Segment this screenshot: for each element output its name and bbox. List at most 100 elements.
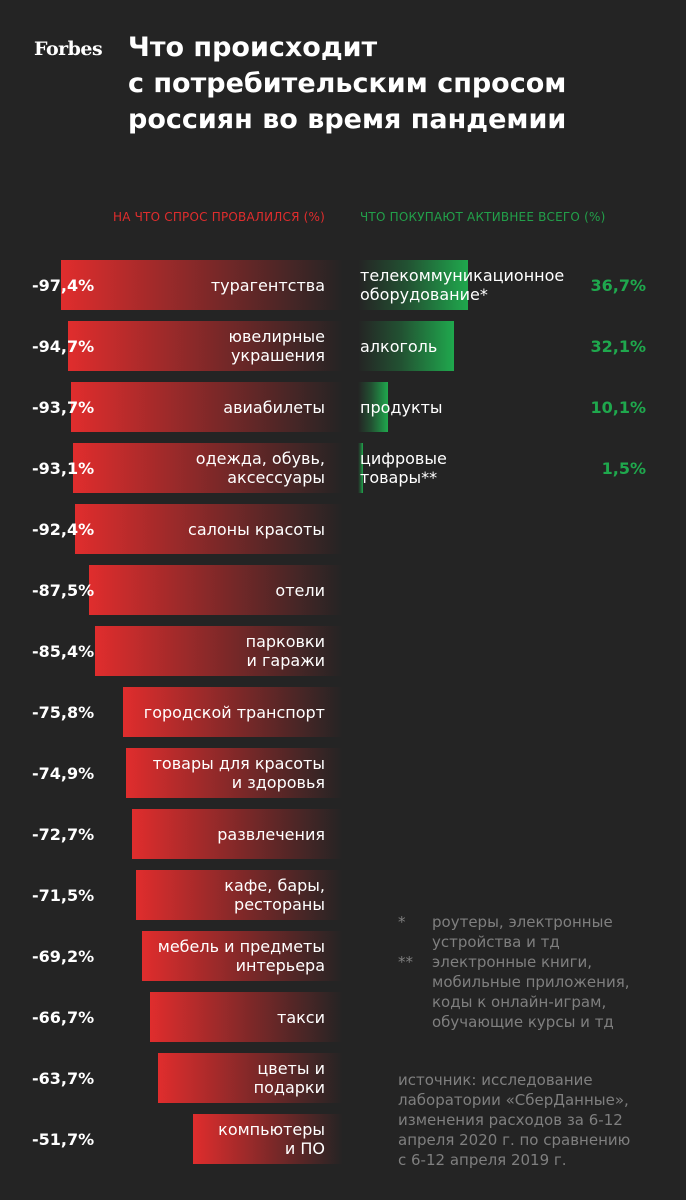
source-line: апреля 2020 г. по сравнению — [398, 1131, 631, 1149]
footnote-line: обучающие курсы и тд — [432, 1013, 614, 1031]
growth-bar — [358, 321, 455, 371]
decline-value-label: -71,5% — [32, 886, 95, 905]
decline-value-label: -51,7% — [32, 1130, 95, 1149]
category-line: и гаражи — [246, 651, 325, 670]
category-line: и ПО — [284, 1139, 325, 1158]
category-line: цветы и — [257, 1059, 325, 1078]
category-line: турагентства — [210, 276, 325, 295]
decline-category-label: цветы и подарки — [75, 1059, 325, 1097]
title-line: Что происходит — [128, 32, 378, 63]
decline-value-label: -94,7% — [32, 337, 95, 356]
decline-category-label: одежда, обувь, аксессуары — [75, 449, 325, 487]
category-line: украшения — [230, 346, 325, 365]
footnote-line: устройства и тд — [432, 933, 560, 951]
growth-value-label: 36,7% — [590, 276, 646, 295]
growth-category-label: алкоголь — [360, 337, 580, 356]
decline-category-label: парковки и гаражи — [75, 632, 325, 670]
decline-bar — [132, 809, 343, 859]
category-line: авиабилеты — [223, 398, 325, 417]
decline-value-label: -93,7% — [32, 398, 95, 417]
category-line: и здоровья — [231, 773, 325, 792]
footnote-line: роутеры, электронные — [432, 913, 613, 931]
growth-category-label: телекоммуникационное оборудование* — [360, 266, 580, 304]
footnote-line: мобильные приложения, — [432, 973, 630, 991]
category-line: ювелирные — [228, 327, 325, 346]
footnote-text: роутеры, электронные устройства и тд — [432, 912, 613, 952]
page-title: Что происходит с потребительским спросом… — [128, 30, 668, 138]
category-line: парковки — [245, 632, 325, 651]
decline-value-label: -92,4% — [32, 520, 95, 539]
source-note: источник: исследование лаборатории «Сбер… — [398, 1070, 668, 1170]
category-line: рестораны — [234, 895, 325, 914]
decline-chart-title: НА ЧТО СПРОС ПРОВАЛИЛСЯ (%) — [112, 210, 325, 224]
category-line: алкоголь — [360, 337, 438, 356]
footnote: ** электронные книги, мобильные приложен… — [398, 952, 658, 1032]
decline-bar — [89, 565, 343, 615]
growth-category-label: продукты — [360, 398, 580, 417]
decline-bar — [149, 992, 343, 1042]
category-line: телекоммуникационное — [360, 266, 565, 285]
growth-bar — [358, 382, 389, 432]
decline-bar — [71, 382, 343, 432]
decline-category-label: компьютеры и ПО — [75, 1120, 325, 1158]
growth-value-label: 10,1% — [590, 398, 646, 417]
decline-bar — [68, 321, 343, 371]
decline-category-label: авиабилеты — [75, 398, 325, 417]
growth-category-label: цифровые товары** — [360, 449, 580, 487]
growth-bar — [358, 260, 469, 310]
category-line: цифровые — [360, 449, 447, 468]
decline-bar — [193, 1114, 343, 1164]
decline-value-label: -63,7% — [32, 1069, 95, 1088]
source-line: с 6-12 апреля 2019 г. — [398, 1151, 567, 1169]
decline-category-label: такси — [75, 1008, 325, 1027]
decline-bar — [123, 687, 343, 737]
category-line: одежда, обувь, — [195, 449, 325, 468]
title-line: с потребительским спросом — [128, 68, 567, 99]
decline-value-label: -93,1% — [32, 459, 95, 478]
category-line: подарки — [253, 1078, 325, 1097]
category-line: аксессуары — [227, 468, 325, 487]
source-line: источник: исследование — [398, 1071, 593, 1089]
growth-value-label: 32,1% — [590, 337, 646, 356]
decline-value-label: -87,5% — [32, 581, 95, 600]
category-line: продукты — [360, 398, 443, 417]
category-line: интерьера — [235, 956, 325, 975]
decline-category-label: развлечения — [75, 825, 325, 844]
decline-category-label: кафе, бары, рестораны — [75, 876, 325, 914]
growth-value-label: 1,5% — [601, 459, 646, 478]
category-line: компьютеры — [218, 1120, 325, 1139]
category-line: товары** — [360, 468, 438, 487]
decline-category-label: салоны красоты — [75, 520, 325, 539]
decline-category-label: ювелирные украшения — [75, 327, 325, 365]
decline-category-label: турагентства — [75, 276, 325, 295]
decline-bar — [142, 931, 343, 981]
footnote-mark: * — [398, 913, 406, 931]
growth-chart-title: ЧТО ПОКУПАЮТ АКТИВНЕЕ ВСЕГО (%) — [360, 210, 606, 224]
category-line: кафе, бары, — [224, 876, 325, 895]
category-line: салоны красоты — [188, 520, 325, 539]
footnote-line: электронные книги, — [432, 953, 593, 971]
forbes-logo: Forbes — [34, 38, 103, 60]
category-line: товары для красоты — [152, 754, 325, 773]
growth-bar — [358, 443, 363, 493]
footnote-line: коды к онлайн-играм, — [432, 993, 607, 1011]
decline-value-label: -69,2% — [32, 947, 95, 966]
decline-bar — [125, 748, 343, 798]
decline-category-label: городской транспорт — [75, 703, 325, 722]
decline-value-label: -66,7% — [32, 1008, 95, 1027]
decline-value-label: -97,4% — [32, 276, 95, 295]
decline-value-label: -72,7% — [32, 825, 95, 844]
decline-bar — [95, 626, 343, 676]
title-line: россиян во время пандемии — [128, 104, 567, 135]
decline-category-label: товары для красоты и здоровья — [75, 754, 325, 792]
decline-value-label: -75,8% — [32, 703, 95, 722]
decline-bar — [135, 870, 343, 920]
source-line: лаборатории «СберДанные», — [398, 1091, 629, 1109]
decline-category-label: мебель и предметы интерьера — [75, 937, 325, 975]
decline-value-label: -74,9% — [32, 764, 95, 783]
decline-category-label: отели — [75, 581, 325, 600]
footnotes: * роутеры, электронные устройства и тд *… — [398, 912, 658, 1032]
decline-value-label: -85,4% — [32, 642, 95, 661]
category-line: оборудование* — [360, 285, 488, 304]
footnote: * роутеры, электронные устройства и тд — [398, 912, 658, 952]
